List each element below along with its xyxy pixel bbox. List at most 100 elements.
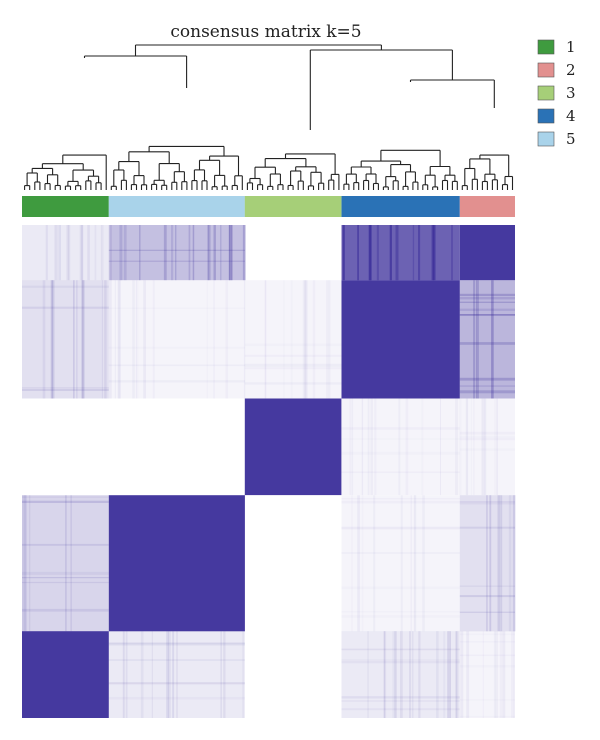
heatmap-streak (459, 501, 515, 503)
heatmap-block-2-3 (245, 225, 342, 280)
heatmap-streak (512, 495, 516, 632)
heatmap-streak (342, 615, 460, 618)
heatmap-streak (465, 398, 469, 496)
heatmap-streak (342, 225, 345, 281)
heatmap-streak (421, 399, 423, 496)
heatmap-streak (455, 631, 459, 718)
heatmap-streak (132, 280, 135, 399)
heatmap-streak (151, 631, 153, 718)
heatmap-streak (22, 285, 109, 288)
heatmap-streak (22, 496, 109, 498)
heatmap-streak (460, 716, 515, 717)
heatmap-streak (473, 280, 475, 399)
heatmap-streak (244, 363, 342, 367)
heatmap-streak (494, 399, 496, 496)
heatmap-streak (466, 631, 470, 718)
heatmap-streak (223, 631, 226, 718)
heatmap-streak (342, 527, 460, 530)
heatmap-streak (109, 697, 245, 700)
heatmap-block-4-2 (459, 280, 515, 399)
heatmap-streak (264, 280, 266, 398)
heatmap-streak (357, 495, 360, 632)
heatmap-streak (313, 280, 316, 398)
heatmap-streak (436, 631, 439, 718)
heatmap-streak (383, 631, 387, 718)
heatmap-streak (376, 225, 379, 281)
heatmap-streak (412, 631, 414, 718)
heatmap-block-3-2 (459, 398, 515, 496)
heatmap-streak (22, 543, 109, 546)
heatmap-streak (341, 648, 460, 651)
heatmap-streak (357, 225, 359, 281)
heatmap-streak (163, 225, 167, 281)
heatmap-streak (22, 389, 109, 391)
heatmap-streak (76, 280, 78, 399)
heatmap-streak (459, 385, 515, 387)
heatmap-streak (342, 427, 460, 430)
heatmap-streak (304, 280, 307, 399)
heatmap-streak (460, 438, 515, 441)
heatmap-streak (395, 225, 399, 281)
heatmap-streak (459, 390, 515, 394)
heatmap-streak (108, 364, 245, 367)
heatmap-streak (459, 314, 515, 316)
heatmap-streak (51, 280, 55, 399)
heatmap-streak (481, 398, 484, 496)
heatmap-block-1-4 (341, 631, 460, 718)
heatmap-block-5-5 (108, 495, 245, 632)
heatmap-streak (22, 571, 109, 575)
legend-label-4: 4 (566, 107, 576, 125)
heatmap-streak (305, 280, 308, 399)
heatmap-block-4-1 (22, 280, 109, 399)
heatmap-streak (175, 225, 177, 281)
heatmap-streak (500, 495, 503, 632)
heatmap-streak (459, 611, 515, 613)
heatmap-streak (483, 631, 484, 718)
heatmap-streak (483, 399, 485, 496)
heatmap-streak (460, 448, 515, 450)
heatmap-streak (73, 280, 75, 399)
heatmap-streak (459, 595, 515, 598)
heatmap-streak (342, 438, 460, 439)
heatmap-streak (109, 308, 245, 309)
heatmap-streak (81, 225, 84, 281)
heatmap-streak (368, 225, 372, 281)
heatmap-streak (291, 280, 293, 398)
heatmap-streak (29, 495, 31, 632)
heatmap-streak (68, 225, 71, 281)
heatmap-streak (455, 631, 457, 718)
heatmap-streak (50, 280, 54, 399)
heatmap-streak (54, 225, 57, 281)
heatmap-streak (383, 631, 385, 718)
heatmap-streak (389, 225, 392, 281)
heatmap-streak (22, 500, 109, 503)
heatmap-streak (81, 280, 84, 399)
heatmap-streak (342, 611, 460, 612)
heatmap-streak (459, 526, 515, 529)
heatmap-streak (460, 665, 515, 667)
heatmap-streak (110, 225, 112, 281)
heatmap-streak (484, 398, 487, 496)
legend-swatch-5 (537, 131, 555, 147)
heatmap-streak (418, 631, 421, 718)
heatmap-streak (65, 495, 67, 632)
heatmap-streak (508, 495, 512, 632)
heatmap-streak (493, 631, 496, 718)
legend-swatch-3 (537, 85, 555, 101)
heatmap-streak (283, 280, 284, 398)
legend-label-3: 3 (566, 84, 576, 102)
heatmap-streak (500, 631, 503, 718)
heatmap-streak (82, 280, 85, 399)
heatmap-block-1-1 (22, 631, 109, 718)
heatmap-block-3-3 (244, 398, 342, 496)
dendrogram (24, 44, 514, 190)
heatmap-streak (471, 399, 472, 496)
heatmap-streak (392, 631, 395, 718)
heatmap-streak (57, 225, 59, 281)
heatmap-streak (394, 631, 397, 718)
cluster-bar-segment-4 (341, 196, 460, 217)
heatmap-streak (341, 708, 460, 711)
heatmap-streak (349, 399, 351, 496)
heatmap-streak (342, 498, 460, 500)
heatmap-streak (422, 495, 425, 632)
